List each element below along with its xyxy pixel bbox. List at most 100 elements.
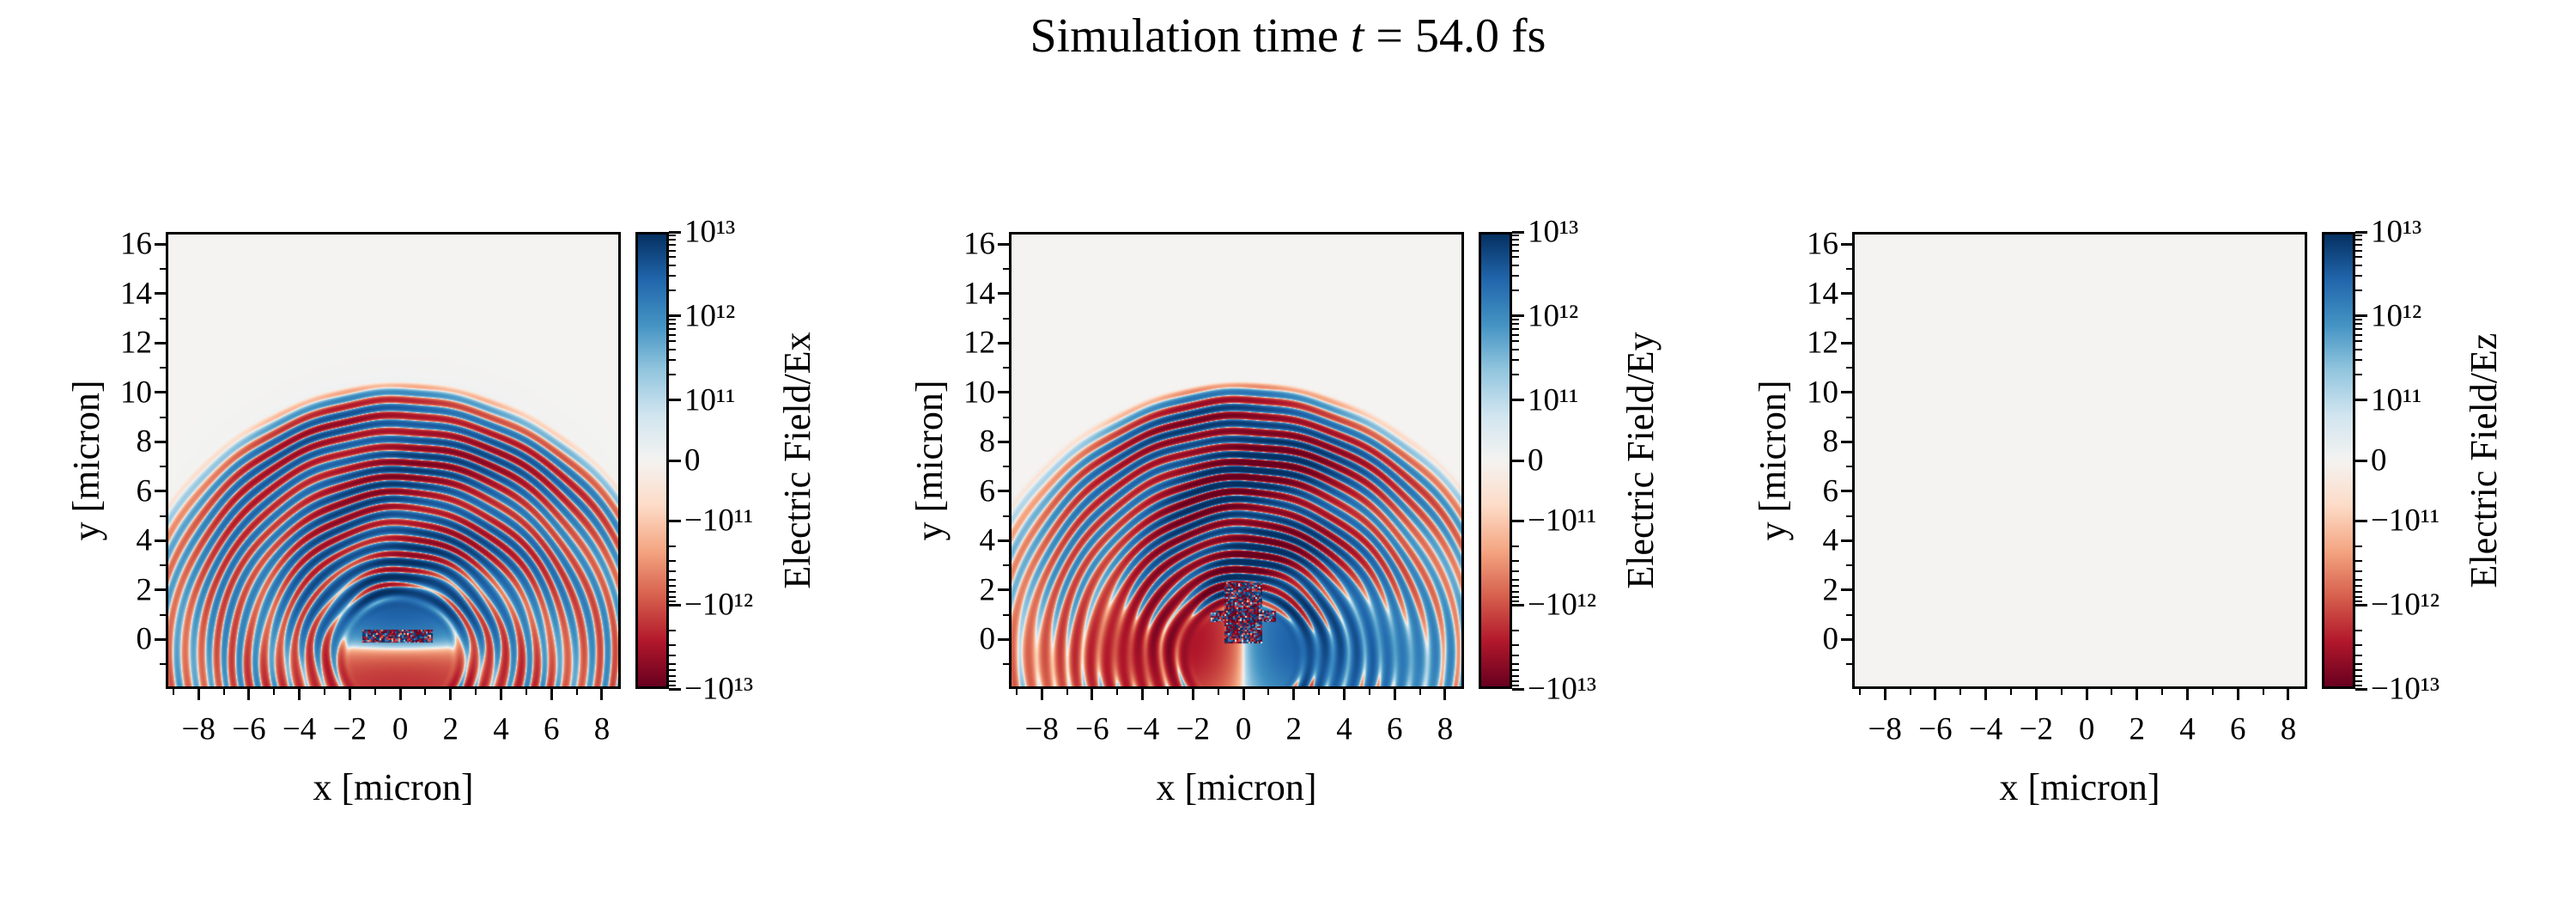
y-minor-tick — [1003, 367, 1009, 369]
colorbar-tick-label: 10¹¹ — [684, 382, 736, 418]
colorbar-minor-tick — [1512, 244, 1519, 247]
colorbar-minor-tick — [669, 545, 676, 547]
colorbar-major-tick — [669, 687, 681, 691]
colorbar-minor-tick — [1512, 359, 1519, 362]
y-minor-tick — [160, 564, 166, 567]
colorbar-tick-label: 0 — [1528, 442, 1544, 478]
colorbar-tick-label: 10¹³ — [2371, 214, 2422, 250]
x-major-tick — [1040, 689, 1043, 700]
y-major-tick — [998, 341, 1009, 344]
colorbar-minor-tick — [2355, 655, 2362, 657]
y-minor-tick — [1003, 416, 1009, 418]
colorbar-major-tick — [2355, 230, 2367, 234]
colorbar-major-tick — [669, 314, 681, 318]
colorbar-minor-tick — [1512, 328, 1519, 331]
x-minor-tick — [1959, 689, 1962, 695]
x-minor-tick — [2211, 689, 2214, 695]
x-major-tick — [600, 689, 604, 700]
y-tick-label: 12 — [1807, 325, 1838, 361]
x-minor-tick — [323, 689, 325, 695]
colorbar-minor-tick — [669, 264, 676, 266]
colorbar-major-tick — [2355, 459, 2367, 462]
y-minor-tick — [160, 613, 166, 616]
colorbar-tick-label: −10¹² — [2371, 587, 2440, 623]
x-major-tick — [2236, 689, 2239, 700]
x-tick-label: 4 — [2179, 711, 2196, 747]
colorbar-minor-tick — [1512, 559, 1519, 562]
y-tick-label: 8 — [1822, 424, 1839, 460]
colorbar-major-tick — [669, 603, 681, 606]
x-major-tick — [1292, 689, 1296, 700]
colorbar-minor-tick — [669, 674, 676, 677]
x-major-tick — [2136, 689, 2139, 700]
title-time-symbol: t — [1350, 9, 1364, 63]
x-major-tick — [348, 689, 351, 700]
y-minor-tick — [1846, 564, 1852, 567]
x-major-tick — [247, 689, 251, 700]
colorbar-tick-label: −10¹² — [1528, 587, 1597, 623]
x-minor-tick — [1217, 689, 1219, 695]
x-minor-tick — [1015, 689, 1018, 695]
colorbar-minor-tick — [2355, 629, 2362, 631]
x-tick-label: −2 — [2019, 711, 2054, 747]
y-tick-label: 10 — [120, 375, 152, 411]
y-minor-tick — [1003, 268, 1009, 271]
y-tick-label: 14 — [963, 276, 995, 312]
colorbar-minor-tick — [2355, 244, 2362, 247]
x-tick-label: 4 — [1336, 711, 1352, 747]
colorbar-minor-tick — [669, 680, 676, 682]
colorbar-minor-tick — [669, 600, 676, 602]
x-minor-tick — [475, 689, 477, 695]
y-tick-label: 0 — [1822, 621, 1839, 657]
y-major-tick — [998, 440, 1009, 443]
y-minor-tick — [160, 515, 166, 517]
x-major-tick — [2186, 689, 2190, 700]
colorbar-major-tick — [1512, 459, 1524, 462]
x-minor-tick — [2161, 689, 2164, 695]
y-major-tick — [1841, 391, 1852, 394]
x-major-tick — [1191, 689, 1194, 700]
colorbar-major-tick — [669, 459, 681, 462]
colorbar-minor-tick — [1512, 655, 1519, 657]
x-tick-label: 4 — [493, 711, 509, 747]
x-major-tick — [2034, 689, 2038, 700]
colorbar-minor-tick — [2355, 235, 2362, 237]
colorbar-label-ez: Electric Field/Ez — [2463, 332, 2505, 588]
colorbar-minor-tick — [669, 323, 676, 326]
colorbar-minor-tick — [2355, 264, 2362, 266]
colorbar-minor-tick — [2355, 275, 2362, 277]
y-major-tick — [155, 242, 166, 246]
figure-title: Simulation time t = 54.0 fs — [0, 9, 2576, 64]
colorbar-minor-tick — [2355, 595, 2362, 598]
y-minor-tick — [1846, 466, 1852, 468]
colorbar-tick-label: 10¹¹ — [2371, 382, 2422, 418]
colorbar-tick-label: 10¹³ — [684, 214, 736, 250]
x-tick-label: −6 — [1075, 711, 1109, 747]
colorbar-tick-label: 10¹¹ — [1528, 382, 1579, 418]
colorbar-minor-tick — [1512, 669, 1519, 672]
x-tick-label: −8 — [181, 711, 216, 747]
colorbar-minor-tick — [669, 256, 676, 259]
heatmap-canvas-ez — [1855, 235, 2305, 686]
x-tick-label: −4 — [282, 711, 317, 747]
y-minor-tick — [160, 268, 166, 271]
y-tick-label: 6 — [1822, 473, 1839, 509]
y-minor-tick — [160, 416, 166, 418]
colorbar-major-tick — [2355, 314, 2367, 318]
colorbar-minor-tick — [669, 629, 676, 631]
colorbar-tick-label: 10¹² — [684, 298, 736, 334]
x-tick-label: 6 — [1387, 711, 1403, 747]
y-major-tick — [155, 341, 166, 344]
x-minor-tick — [1116, 689, 1119, 695]
colorbar-minor-tick — [669, 348, 676, 350]
x-major-tick — [1091, 689, 1094, 700]
x-major-tick — [2085, 689, 2088, 700]
colorbar-major-tick — [1512, 687, 1524, 691]
colorbar-tick-label: −10¹³ — [2371, 671, 2440, 707]
colorbar-minor-tick — [2355, 249, 2362, 252]
colorbar-minor-tick — [2355, 340, 2362, 343]
x-minor-tick — [1909, 689, 1911, 695]
colorbar-minor-tick — [1512, 629, 1519, 631]
colorbar-minor-tick — [669, 249, 676, 252]
colorbar-minor-tick — [2355, 348, 2362, 350]
